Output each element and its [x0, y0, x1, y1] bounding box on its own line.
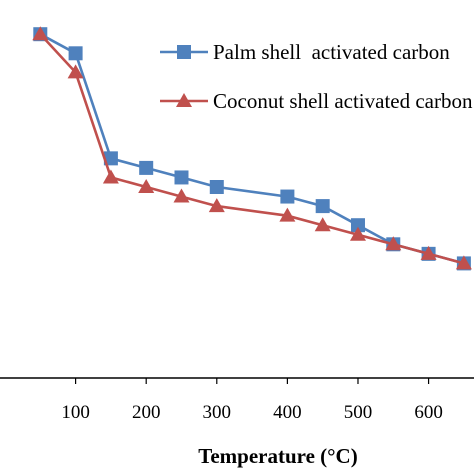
data-point-triangle — [102, 169, 119, 184]
data-point-triangle — [173, 188, 190, 203]
x-tick-label: 500 — [344, 402, 373, 423]
series-layer — [32, 26, 472, 271]
x-tick-label: 200 — [132, 402, 161, 423]
data-point-triangle — [279, 207, 296, 222]
data-point-square — [103, 151, 118, 166]
legend: Palm shell activated carbon Coconut shell… — [160, 40, 473, 113]
data-point-square — [174, 170, 189, 185]
data-point-triangle — [67, 64, 84, 79]
series-1 — [32, 26, 472, 270]
legend-label: Coconut shell activated carbon — [213, 89, 473, 113]
data-point-triangle — [314, 217, 331, 232]
x-tick-label: 400 — [273, 402, 302, 423]
x-axis-ticks: 100 200 300 400 500 600 — [61, 378, 443, 423]
x-tick-label: 100 — [61, 402, 90, 423]
data-point-square — [209, 180, 224, 194]
legend-label: Palm shell activated carbon — [213, 40, 450, 64]
data-point-triangle — [32, 26, 49, 41]
data-point-square — [139, 160, 154, 175]
x-tick-label: 600 — [414, 402, 443, 423]
legend-item: Palm shell activated carbon — [160, 40, 450, 64]
data-point-triangle — [208, 198, 225, 213]
data-point-square — [68, 46, 83, 61]
legend-item: Coconut shell activated carbon — [160, 89, 473, 113]
series-line — [39, 33, 465, 265]
data-point-triangle — [385, 236, 402, 251]
x-tick-label: 300 — [203, 402, 232, 423]
data-point-triangle — [138, 179, 155, 193]
data-point-square — [350, 218, 365, 233]
data-point-triangle — [455, 255, 472, 270]
legend-marker-triangle — [176, 93, 192, 107]
data-point-triangle — [420, 245, 437, 260]
data-point-square — [280, 189, 295, 204]
data-point-triangle — [349, 226, 366, 241]
data-point-square — [315, 199, 330, 214]
x-axis-title: Temperature (°C) — [198, 444, 357, 468]
series-line — [39, 33, 465, 265]
legend-marker-square — [177, 45, 191, 59]
